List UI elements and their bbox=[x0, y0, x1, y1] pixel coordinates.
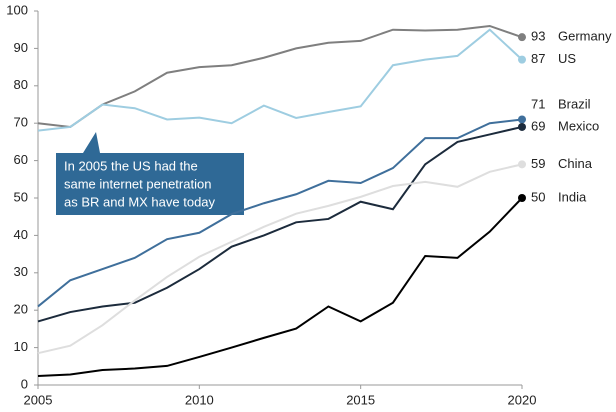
series-line bbox=[37, 125, 523, 323]
y-tick-label: 10 bbox=[14, 339, 28, 354]
y-tick-label: 70 bbox=[14, 115, 28, 130]
end-dot bbox=[518, 33, 526, 42]
legend-label: China bbox=[558, 156, 593, 171]
end-dot bbox=[518, 122, 526, 131]
legend-label: US bbox=[558, 51, 576, 66]
end-value-label: 50 bbox=[531, 189, 545, 204]
annotation-text: In 2005 the US had the bbox=[64, 158, 198, 173]
end-value-label: 87 bbox=[531, 51, 545, 66]
end-value-label: 93 bbox=[531, 29, 545, 44]
y-tick-label: 0 bbox=[21, 376, 28, 391]
x-tick-label: 2005 bbox=[24, 392, 53, 407]
end-dot bbox=[518, 194, 526, 202]
annotation-box bbox=[56, 132, 244, 215]
series-line bbox=[37, 28, 523, 132]
legend-label: Brazil bbox=[558, 96, 591, 111]
x-tick-label: 2020 bbox=[508, 392, 537, 407]
end-dot bbox=[518, 115, 526, 124]
end-value-label: 71 bbox=[531, 96, 545, 111]
end-dot bbox=[518, 55, 526, 64]
end-dot bbox=[518, 160, 526, 169]
y-tick-label: 100 bbox=[6, 2, 28, 17]
legend-label: India bbox=[558, 189, 587, 204]
annotation-text: as BR and MX have today bbox=[64, 194, 216, 209]
y-tick-label: 30 bbox=[14, 264, 28, 279]
y-tick-label: 80 bbox=[14, 77, 28, 92]
series-line bbox=[37, 163, 523, 355]
annotation-text: same internet penetration bbox=[64, 176, 211, 191]
series-line bbox=[37, 197, 523, 378]
y-tick-label: 90 bbox=[14, 40, 28, 55]
y-tick-label: 50 bbox=[14, 189, 28, 204]
legend-label: Germany bbox=[558, 29, 612, 44]
end-value-label: 69 bbox=[531, 118, 545, 133]
series-line bbox=[37, 118, 523, 308]
y-tick-label: 20 bbox=[14, 302, 28, 317]
series-line bbox=[37, 24, 523, 128]
x-tick-label: 2015 bbox=[346, 392, 375, 407]
y-tick-label: 40 bbox=[14, 227, 28, 242]
x-tick-label: 2010 bbox=[185, 392, 214, 407]
legend-label: Mexico bbox=[558, 118, 599, 133]
end-value-label: 59 bbox=[531, 156, 545, 171]
y-tick-label: 60 bbox=[14, 152, 28, 167]
